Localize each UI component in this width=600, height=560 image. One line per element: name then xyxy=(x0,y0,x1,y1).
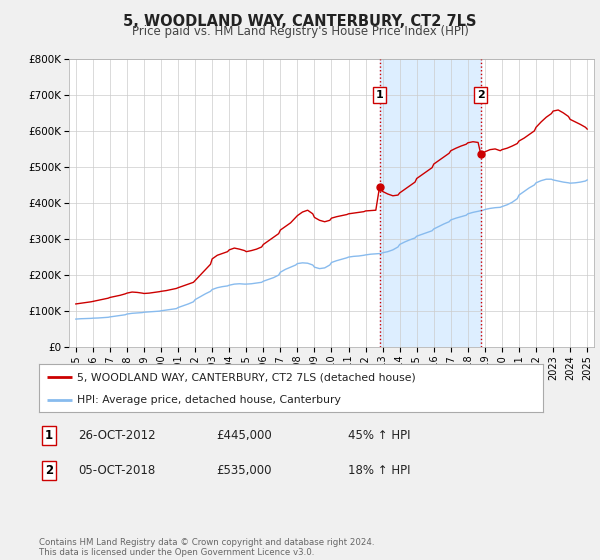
Text: £535,000: £535,000 xyxy=(216,464,271,477)
Text: 5, WOODLAND WAY, CANTERBURY, CT2 7LS (detached house): 5, WOODLAND WAY, CANTERBURY, CT2 7LS (de… xyxy=(77,372,416,382)
Text: 45% ↑ HPI: 45% ↑ HPI xyxy=(348,429,410,442)
Text: £445,000: £445,000 xyxy=(216,429,272,442)
Text: 05-OCT-2018: 05-OCT-2018 xyxy=(78,464,155,477)
Text: Contains HM Land Registry data © Crown copyright and database right 2024.
This d: Contains HM Land Registry data © Crown c… xyxy=(39,538,374,557)
Text: 18% ↑ HPI: 18% ↑ HPI xyxy=(348,464,410,477)
Text: 1: 1 xyxy=(45,429,53,442)
Text: 5, WOODLAND WAY, CANTERBURY, CT2 7LS: 5, WOODLAND WAY, CANTERBURY, CT2 7LS xyxy=(123,14,477,29)
Text: 1: 1 xyxy=(376,90,383,100)
Bar xyxy=(380,59,481,347)
Text: 2: 2 xyxy=(45,464,53,477)
Text: HPI: Average price, detached house, Canterbury: HPI: Average price, detached house, Cant… xyxy=(77,395,341,405)
Text: 26-OCT-2012: 26-OCT-2012 xyxy=(78,429,155,442)
Text: Price paid vs. HM Land Registry's House Price Index (HPI): Price paid vs. HM Land Registry's House … xyxy=(131,25,469,38)
Text: 2: 2 xyxy=(477,90,485,100)
